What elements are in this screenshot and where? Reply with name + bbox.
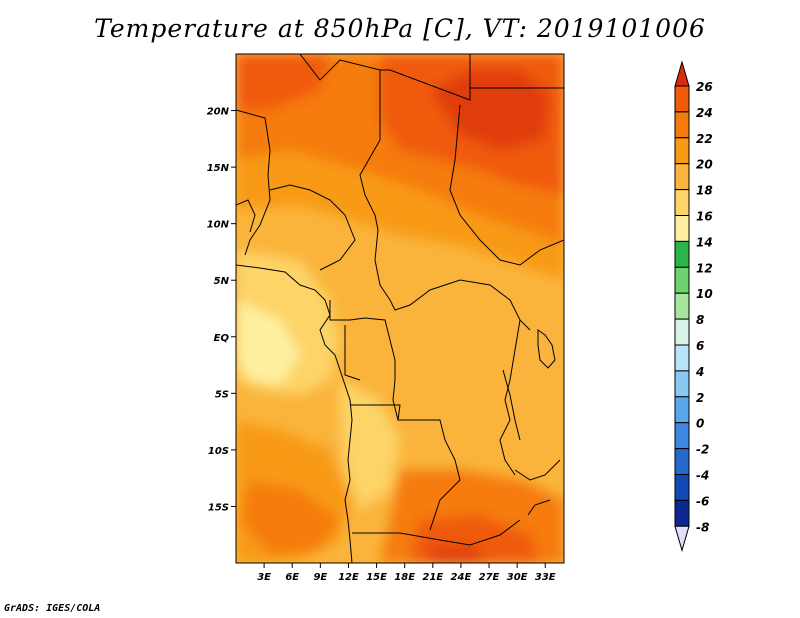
colorbar-label: 12 xyxy=(696,261,713,275)
colorbar-swatch xyxy=(674,370,690,398)
colorbar-label: 26 xyxy=(696,80,713,94)
colorbar-label: 4 xyxy=(695,365,704,379)
y-tick-label: 5S xyxy=(215,389,229,400)
colorbar-label: 22 xyxy=(696,132,713,146)
colorbar-swatch xyxy=(674,137,690,165)
colorbar-label: 24 xyxy=(696,106,713,120)
colorbar-label: -4 xyxy=(696,469,709,483)
y-tick-label: EQ xyxy=(214,333,230,344)
colorbar-label: -8 xyxy=(696,520,709,534)
colorbar-label: 10 xyxy=(696,287,713,301)
y-axis: 20N 15N 10N 5N EQ 5S 10S 15S xyxy=(207,107,236,513)
x-tick-label: 18E xyxy=(394,572,415,583)
colorbar-swatch xyxy=(674,344,690,372)
colorbar-swatch xyxy=(674,215,690,242)
colorbar-swatch xyxy=(674,189,690,217)
colorbar-swatch xyxy=(674,163,690,191)
x-tick-label: 33E xyxy=(535,572,556,583)
colorbar-label: 18 xyxy=(696,184,713,198)
colorbar-label: -6 xyxy=(696,494,709,508)
x-tick-label: 30E xyxy=(507,572,528,583)
x-tick-label: 21E xyxy=(422,572,443,583)
y-tick-label: 15N xyxy=(207,163,230,174)
colorbar-top-arrow xyxy=(674,60,690,87)
colorbar-bottom-arrow xyxy=(674,525,690,553)
colorbar-label: 0 xyxy=(696,417,704,431)
colorbar-swatch xyxy=(674,499,690,527)
colorbar-swatch xyxy=(674,292,690,320)
colorbar-swatch xyxy=(674,240,690,268)
x-tick-label: 15E xyxy=(366,572,387,583)
chart-title: Temperature at 850hPa [C], VT: 201910100… xyxy=(94,14,706,43)
colorbar-swatch xyxy=(674,318,690,346)
colorbar-label: 8 xyxy=(696,313,704,327)
x-tick-label: 6E xyxy=(285,572,299,583)
country-borders xyxy=(236,54,564,563)
colorbar-label: 20 xyxy=(696,158,713,172)
colorbar-swatch xyxy=(674,111,690,139)
grads-credit: GrADS: IGES/COLA xyxy=(4,603,101,614)
plot-frame xyxy=(235,53,565,564)
colorbar-swatch xyxy=(674,474,690,501)
x-tick-label: 9E xyxy=(313,572,327,583)
x-tick-label: 27E xyxy=(479,572,500,583)
colorbar-label: -2 xyxy=(696,443,709,457)
colorbar-swatch xyxy=(674,266,690,294)
y-tick-label: 15S xyxy=(208,502,229,513)
y-tick-label: 10S xyxy=(208,446,229,457)
colorbar-label: 6 xyxy=(696,339,704,353)
colorbar-swatch xyxy=(674,422,690,450)
colorbar-swatch xyxy=(674,448,690,476)
colorbar-label: 2 xyxy=(696,391,704,405)
y-tick-label: 20N xyxy=(207,107,230,118)
x-tick-label: 12E xyxy=(338,572,359,583)
colorbar-swatch xyxy=(674,85,690,113)
x-tick-label: 3E xyxy=(257,572,271,583)
x-tick-label: 24E xyxy=(451,572,472,583)
colorbar-label: 14 xyxy=(696,235,713,249)
x-axis: 3E 6E 9E 12E 15E 18E 21E 24E 27E 30E 33E xyxy=(257,563,556,583)
y-tick-label: 10N xyxy=(207,220,230,231)
y-tick-label: 5N xyxy=(214,276,230,287)
colorbar-label: 16 xyxy=(696,210,713,224)
colorbar-swatch xyxy=(674,396,690,424)
